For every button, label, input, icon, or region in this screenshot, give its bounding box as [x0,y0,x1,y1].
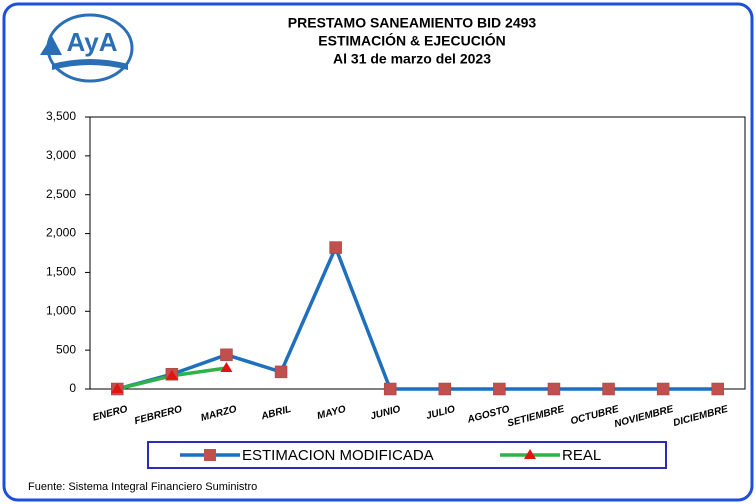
marker [220,362,233,373]
marker [438,382,452,396]
marker [165,369,178,380]
logo-text: AyA [66,27,117,57]
legend-marker [524,449,536,459]
title-line: Al 31 de marzo del 2023 [333,51,491,67]
marker [111,383,124,393]
logo-wave [52,59,128,70]
title-line: ESTIMACIÓN & EJECUCIÓN [318,32,505,49]
series-line [116,245,718,391]
marker [220,348,233,362]
marker [329,241,342,254]
legend-label: REAL [562,447,601,464]
logo: AyA [40,13,134,83]
marker [274,365,288,379]
source: Fuente: Sistema Integral Financiero Sumi… [28,481,257,493]
y-tick-label: 1,000 [46,303,76,317]
y-tick-label: 3,500 [46,109,76,123]
marker [656,382,670,396]
y-tick-label: 2,500 [46,187,76,201]
y-tick-label: 3,000 [46,148,76,162]
legend-label: ESTIMACION MODIFICADA [242,447,434,464]
marker [547,382,561,396]
legend-marker [204,449,216,461]
y-tick-label: 500 [56,342,76,356]
y-tick-label: 2,000 [46,226,76,240]
y-tick-label: 1,500 [46,265,76,279]
title-line: PRESTAMO SANEAMIENTO BID 2493 [288,15,537,31]
marker [602,382,615,396]
marker [383,382,397,396]
marker [493,382,506,396]
marker [711,382,724,396]
y-tick-label: 0 [69,381,76,395]
logo-mountain [40,36,62,55]
